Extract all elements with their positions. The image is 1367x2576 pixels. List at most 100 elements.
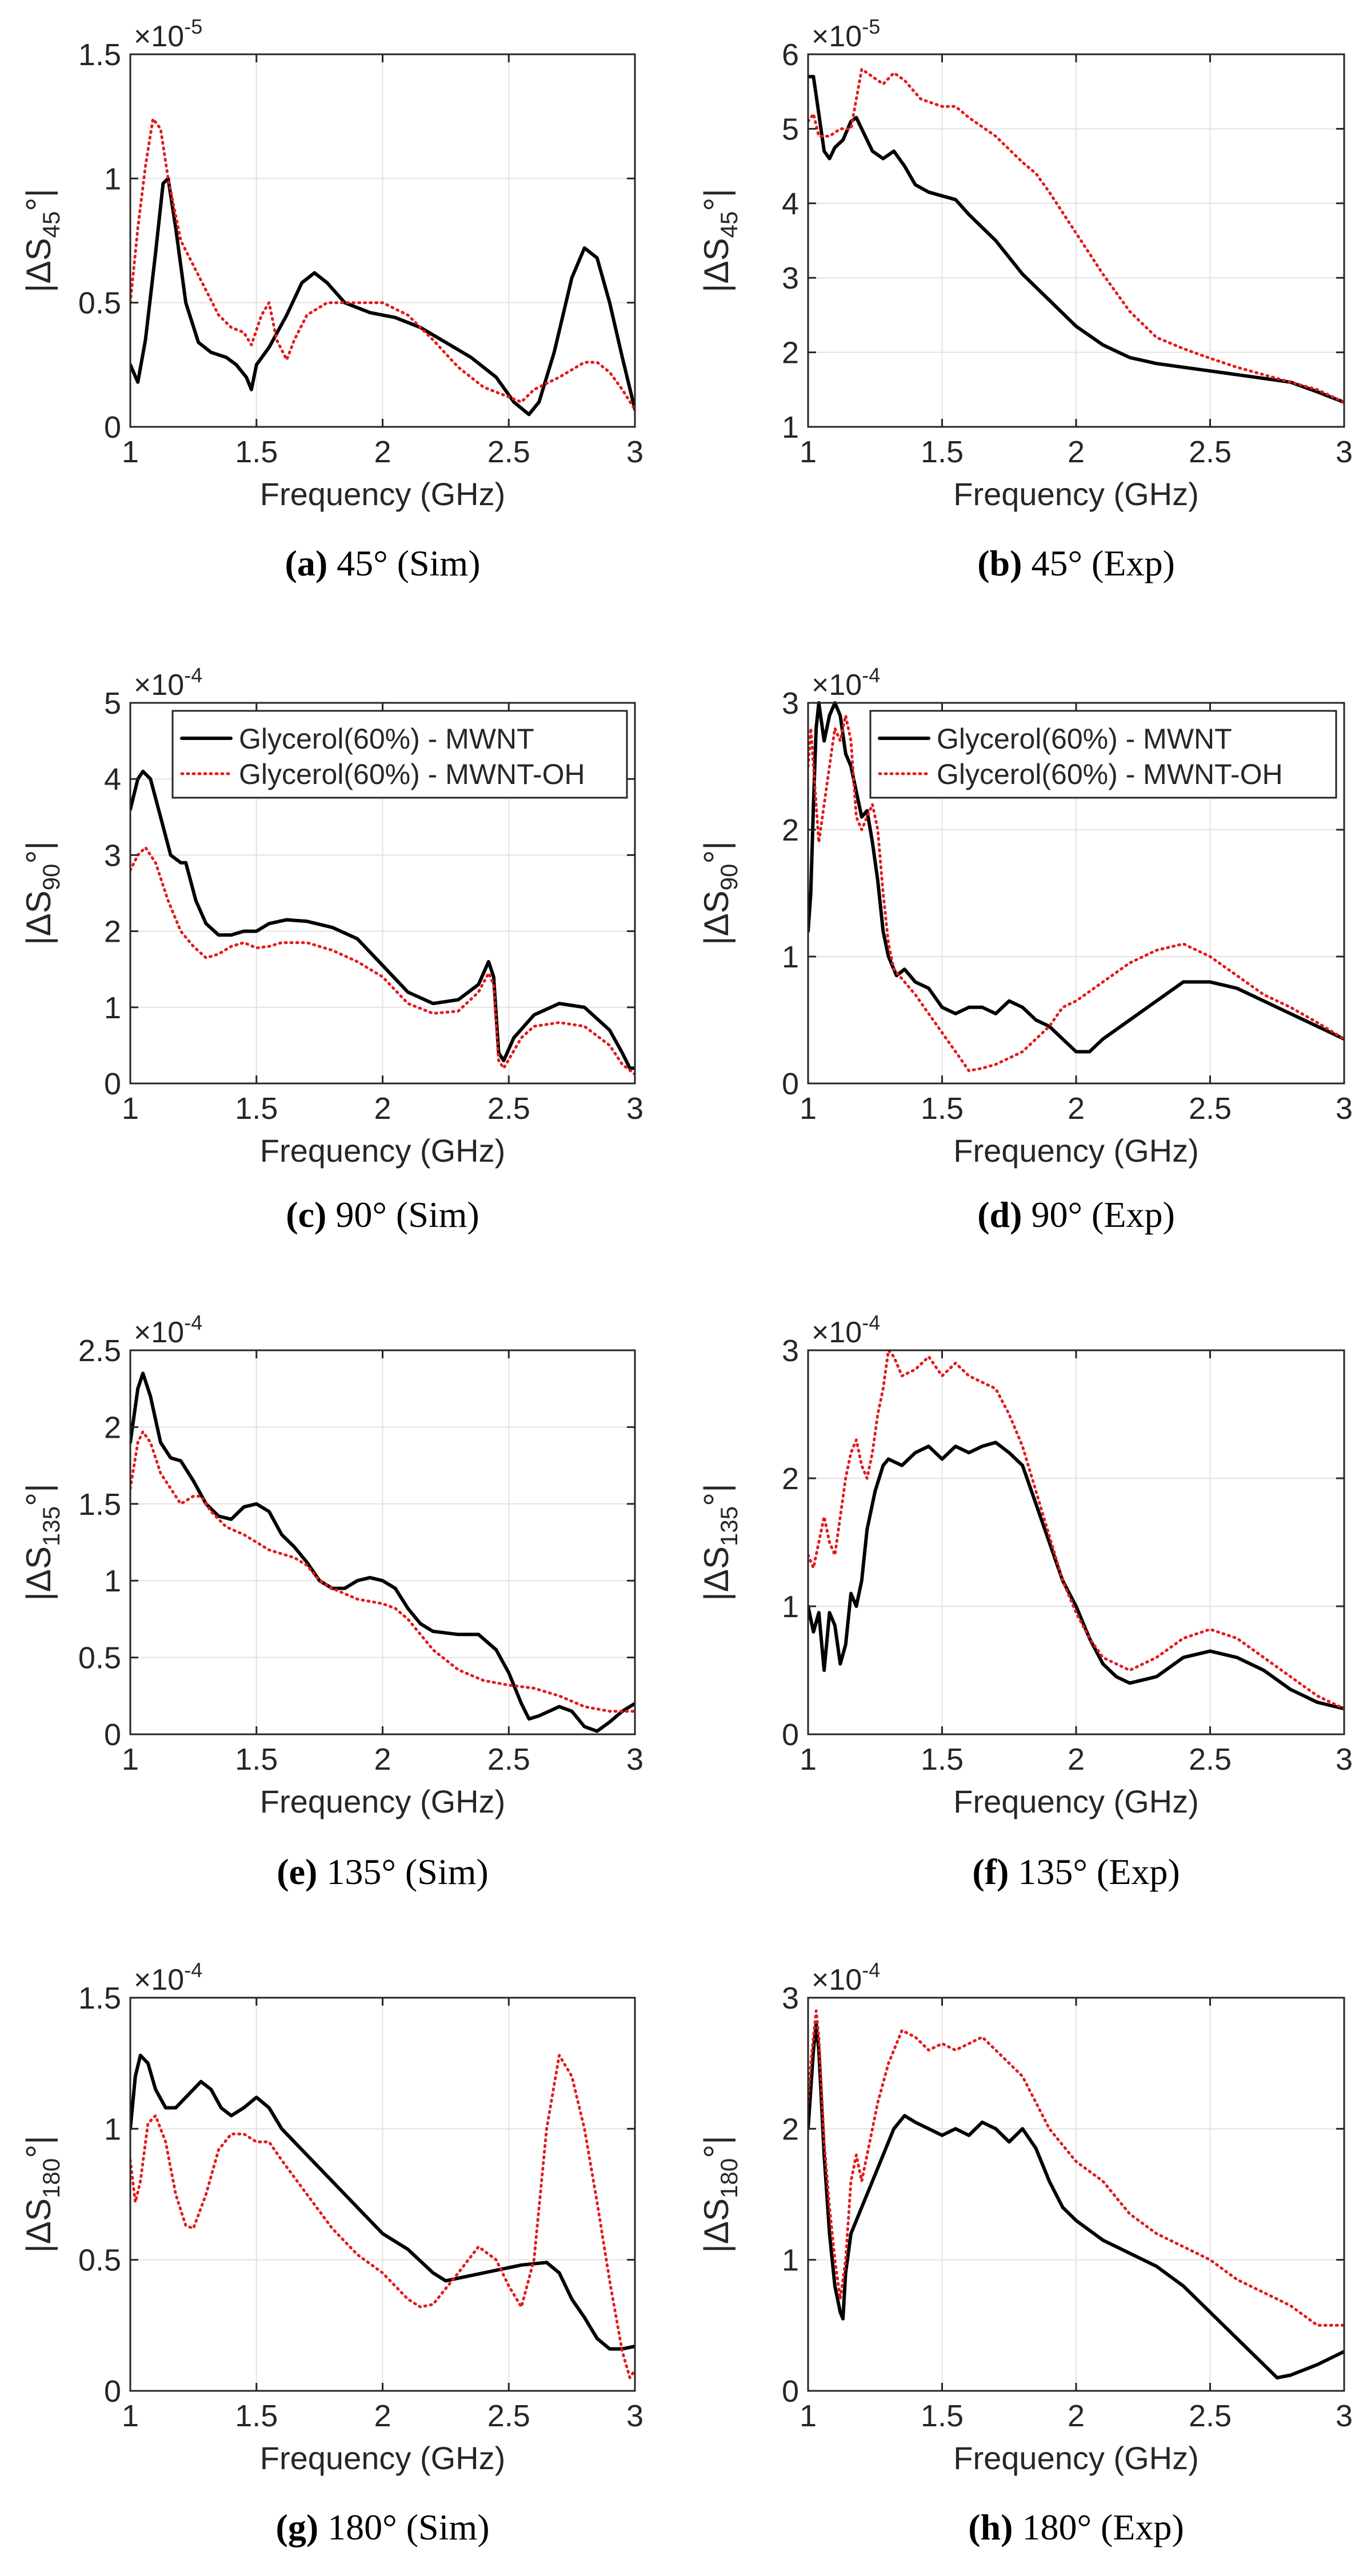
series-line-mwnt: [808, 1441, 1344, 1711]
x-tick-label: 2: [374, 435, 391, 469]
y-tick-label: 1: [104, 991, 121, 1025]
x-axis-label: Frequency (GHz): [260, 2440, 505, 2476]
y-tick-label: 1: [782, 1590, 799, 1624]
y-tick-label: 1: [104, 1564, 121, 1598]
x-tick-label: 2: [1068, 1742, 1085, 1777]
x-tick-label: 1: [122, 2399, 139, 2433]
x-axis-label: Frequency (GHz): [260, 1783, 505, 1819]
y-tick-label: 2: [104, 915, 121, 949]
x-tick-label: 2.5: [487, 1742, 530, 1777]
x-tick-label: 2.5: [487, 1091, 530, 1126]
x-axis-label: Frequency (GHz): [260, 1133, 505, 1169]
y-tick-label: 1.5: [78, 1487, 121, 1522]
y-tick-label: 3: [104, 838, 121, 873]
x-tick-label: 1.5: [921, 2399, 964, 2433]
panel-caption: (a) 45° (Sim): [285, 543, 481, 583]
x-tick-label: 1: [800, 435, 817, 469]
y-tick-label: 2: [782, 2112, 799, 2146]
x-axis-label: Frequency (GHz): [953, 1133, 1198, 1169]
y-tick-label: 2: [782, 813, 799, 847]
panel-e: 1 1.5 2 2.5 3 0 0.5 1 1.5 2 2.5 ×10-4 Frequency (GHz…: [19, 1311, 643, 1892]
x-tick-label: 3: [626, 435, 643, 469]
y-tick-label: 5: [782, 112, 799, 146]
y-tick-label: 0.5: [78, 2243, 121, 2278]
series-line-mwnt-oh: [808, 1349, 1344, 1710]
x-tick-label: 1: [122, 1091, 139, 1126]
y-tick-label: 0: [104, 410, 121, 445]
legend-label: Glycerol(60%) - MWNT-OH: [239, 758, 585, 790]
panel-caption: (e) 135° (Sim): [277, 1851, 488, 1892]
series-line-mwnt-oh: [808, 67, 1344, 404]
x-tick-label: 2: [374, 2399, 391, 2433]
x-tick-label: 3: [1336, 1091, 1353, 1126]
x-tick-label: 2.5: [1189, 1742, 1232, 1777]
axis-exponent: ×10-5: [134, 15, 202, 53]
axis-exponent: ×10-4: [134, 1958, 202, 1997]
y-axis-label: |ΔS90°|: [19, 841, 65, 945]
series-line-mwnt: [130, 177, 635, 417]
y-tick-label: 0.5: [78, 286, 121, 321]
y-tick-label: 0: [104, 1718, 121, 1752]
panel-caption: (h) 180° (Exp): [968, 2507, 1184, 2547]
legend-label: Glycerol(60%) - MWNT: [239, 723, 534, 755]
legend-label: Glycerol(60%) - MWNT: [937, 723, 1232, 755]
y-tick-label: 0: [104, 1067, 121, 1101]
y-tick-label: 0: [782, 1067, 799, 1101]
panel-a: 1 1.5 2 2.5 3 0 0.5 1 1.5 ×10-5 Frequency (GHz) |ΔS…: [19, 15, 643, 583]
y-tick-label: 1: [104, 2112, 121, 2146]
x-tick-label: 1.5: [921, 1742, 964, 1777]
series-line-mwnt-oh: [130, 846, 635, 1076]
x-tick-label: 2.5: [1189, 2399, 1232, 2433]
x-axis-label: Frequency (GHz): [260, 476, 505, 512]
x-tick-label: 2: [1068, 1091, 1085, 1126]
x-tick-label: 3: [1336, 435, 1353, 469]
y-tick-label: 3: [782, 1334, 799, 1368]
y-tick-label: 2.5: [78, 1334, 121, 1368]
x-tick-label: 1.5: [921, 1091, 964, 1126]
y-tick-label: 3: [782, 686, 799, 721]
y-axis-label: |ΔS135°|: [697, 1483, 742, 1601]
y-tick-label: 1: [104, 162, 121, 196]
x-tick-label: 3: [626, 2399, 643, 2433]
x-tick-label: 1: [122, 1742, 139, 1777]
axis-exponent: ×10-4: [134, 1311, 202, 1349]
x-axis-label: Frequency (GHz): [953, 476, 1198, 512]
panel-b: 1 1.5 2 2.5 3 1 2 3 4 5 6 ×10-5 Frequency (GHz) |ΔS45…: [697, 15, 1353, 583]
y-tick-label: 1: [782, 410, 799, 445]
y-tick-label: 4: [104, 762, 121, 797]
x-tick-label: 1.5: [235, 2399, 278, 2433]
x-axis-label: Frequency (GHz): [953, 2440, 1198, 2476]
y-tick-label: 0.5: [78, 1641, 121, 1675]
y-tick-label: 5: [104, 686, 121, 721]
series-line-mwnt: [808, 701, 1344, 1054]
y-tick-label: 1: [782, 2243, 799, 2278]
y-tick-label: 3: [782, 261, 799, 295]
x-tick-label: 2: [374, 1091, 391, 1126]
x-tick-label: 3: [626, 1742, 643, 1777]
axis-exponent: ×10-4: [812, 663, 880, 702]
y-tick-label: 0: [782, 1718, 799, 1752]
panel-g: 1 1.5 2 2.5 3 0 0.5 1 1.5 ×10-4 Frequency (GHz) |ΔS…: [19, 1958, 643, 2547]
panel-caption: (d) 90° (Exp): [977, 1194, 1175, 1235]
panel-caption: (g) 180° (Sim): [276, 2507, 490, 2547]
y-tick-label: 1: [782, 940, 799, 974]
series-line-mwnt: [808, 2022, 1344, 2380]
x-tick-label: 1: [800, 1091, 817, 1126]
x-tick-label: 1.5: [235, 1742, 278, 1777]
axis-exponent: ×10-4: [812, 1311, 880, 1349]
series-line-mwnt-oh: [130, 117, 635, 411]
x-tick-label: 2.5: [487, 435, 530, 469]
x-tick-label: 1: [800, 2399, 817, 2433]
series-line-mwnt: [130, 769, 635, 1070]
x-axis-label: Frequency (GHz): [953, 1783, 1198, 1819]
y-tick-label: 2: [782, 1462, 799, 1496]
y-tick-label: 2: [782, 336, 799, 370]
x-tick-label: 1: [800, 1742, 817, 1777]
